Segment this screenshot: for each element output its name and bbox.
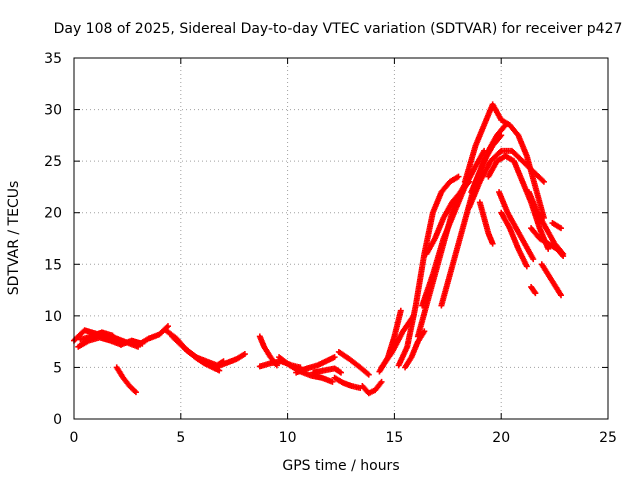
axis-ticks (73, 57, 609, 420)
series-track-30 (498, 116, 547, 221)
x-tick-labels: 0 5 10 15 20 25 (70, 430, 617, 446)
data-point (455, 173, 462, 180)
y-tick-label: 30 (44, 103, 62, 119)
series-track-28 (476, 199, 496, 247)
data-point (220, 358, 227, 365)
data-point (532, 290, 539, 297)
series-track-34 (528, 225, 567, 260)
data-point (117, 341, 124, 348)
series-track-19 (395, 173, 462, 369)
series-track-32 (498, 209, 530, 270)
data-point (545, 245, 552, 252)
data-point (558, 225, 565, 232)
y-tick-labels: 0 5 10 15 20 25 30 35 (44, 51, 62, 428)
y-tick-label: 5 (53, 360, 62, 376)
series-track-08 (182, 345, 227, 369)
series-track-12 (293, 354, 338, 376)
y-tick-label: 0 (53, 412, 62, 428)
series-track-23 (423, 178, 473, 257)
data-point (523, 263, 530, 270)
data-point (489, 240, 496, 247)
data-point (497, 148, 504, 155)
x-axis-label: GPS time / hours (282, 458, 399, 474)
data-point (397, 307, 404, 314)
x-tick-label: 15 (385, 430, 403, 446)
y-tick-label: 10 (44, 309, 62, 325)
chart-title: Day 108 of 2025, Sidereal Day-to-day VTE… (54, 21, 623, 37)
x-tick-label: 5 (176, 430, 185, 446)
y-tick-label: 35 (44, 51, 62, 67)
grid (74, 58, 608, 419)
data-point (540, 178, 547, 185)
series-track-05 (135, 323, 171, 348)
series-track-20 (402, 328, 428, 371)
data-point (329, 378, 336, 385)
series-track-35 (538, 261, 565, 299)
data-point (558, 292, 565, 299)
data-point (560, 253, 567, 260)
data-point (331, 354, 338, 361)
series-track-07 (169, 333, 248, 371)
series-track-15 (335, 348, 372, 378)
data-point (241, 351, 248, 358)
x-tick-label: 10 (279, 430, 297, 446)
series-track-37 (549, 220, 565, 232)
x-tick-label: 20 (492, 430, 510, 446)
data-points (71, 101, 567, 397)
series-track-36 (528, 283, 539, 297)
series-track-04 (113, 364, 139, 396)
data-point (378, 378, 385, 385)
x-tick-label: 0 (70, 430, 79, 446)
data-point (365, 371, 372, 378)
series-track-13 (310, 365, 344, 376)
data-point (164, 323, 171, 330)
series-track-16 (359, 378, 385, 397)
series-track-31 (496, 189, 537, 263)
y-tick-label: 20 (44, 206, 62, 222)
series-track-25 (461, 101, 505, 185)
data-point (530, 256, 537, 263)
plot-frame (73, 57, 609, 420)
series-track-27 (468, 122, 509, 196)
data-point (338, 369, 344, 376)
data-point (116, 340, 123, 347)
y-tick-label: 15 (44, 257, 62, 273)
y-axis-label: SDTVAR / TECUs (6, 181, 22, 296)
data-point (132, 389, 139, 396)
data-point (539, 177, 546, 184)
series-track-14 (331, 374, 364, 392)
series-track-18 (378, 312, 417, 371)
series-track-03 (77, 329, 124, 348)
x-tick-label: 25 (599, 430, 617, 446)
y-tick-label: 25 (44, 154, 62, 170)
